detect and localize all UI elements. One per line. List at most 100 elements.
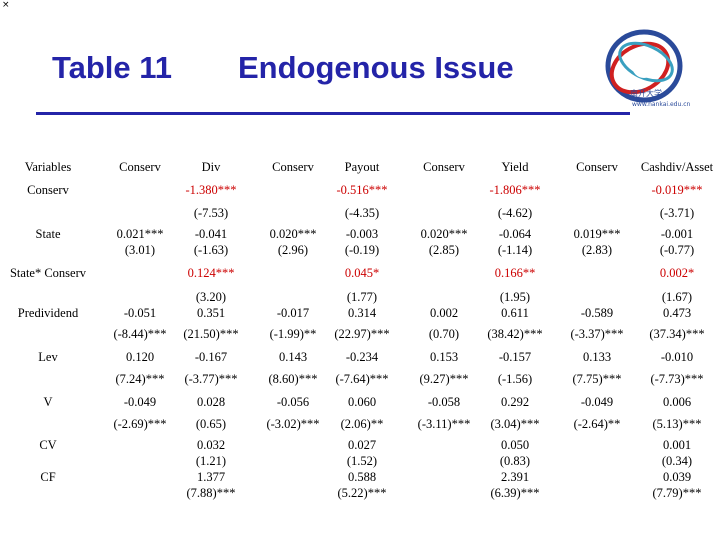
cell-c1-predividend-t: (-8.44)*** — [113, 327, 167, 341]
cell-payout-lev-t: (-7.64)*** — [335, 372, 389, 386]
logo-english-text: www.nankai.edu.cn — [632, 101, 691, 108]
cell-yield-cf-coef: 2.391 — [500, 470, 530, 484]
cell-yield-lev-t: (-1.56) — [497, 372, 533, 386]
cell-c1-state-coef: 0.021*** — [116, 227, 164, 241]
cell-c5-predividend-coef: 0.002 — [429, 306, 459, 320]
cell-c7-lev-coef: 0.133 — [582, 350, 612, 364]
cell-cashdiv-conserv-coef: -0.019*** — [651, 183, 703, 197]
cell-cashdiv-predividend-t: (37.34)*** — [649, 327, 705, 341]
cell-c1-lev-coef: 0.120 — [125, 350, 155, 364]
cell-cashdiv-v-coef: 0.006 — [662, 395, 692, 409]
cell-c1-v-coef: -0.049 — [123, 395, 157, 409]
cell-c7-state-coef: 0.019*** — [573, 227, 621, 241]
cell-yield-conserv-coef: -1.806*** — [489, 183, 541, 197]
cell-payout-stateconserv-coef: 0.045* — [344, 266, 380, 280]
header-conserv-4: Conserv — [576, 160, 618, 174]
cell-div-lev-coef: -0.167 — [194, 350, 228, 364]
cell-c3-predividend-coef: -0.017 — [276, 306, 310, 320]
cell-cashdiv-cf-t: (7.79)*** — [652, 486, 702, 500]
cell-cashdiv-cv-t: (0.34) — [661, 454, 693, 468]
row-label-cf: CF — [40, 470, 56, 484]
cell-yield-conserv-t: (-4.62) — [497, 206, 533, 220]
corner-mark: × — [2, 0, 10, 10]
cell-payout-predividend-coef: 0.314 — [347, 306, 377, 320]
cell-c7-state-t: (2.83) — [581, 243, 613, 257]
cell-yield-lev-coef: -0.157 — [498, 350, 532, 364]
cell-yield-cf-t: (6.39)*** — [490, 486, 540, 500]
cell-c1-lev-t: (7.24)*** — [115, 372, 165, 386]
cell-c5-predividend-t: (0.70) — [428, 327, 460, 341]
cell-payout-state-t: (-0.19) — [344, 243, 380, 257]
cell-payout-state-coef: -0.003 — [345, 227, 379, 241]
cell-payout-v-coef: 0.060 — [347, 395, 377, 409]
cell-payout-stateconserv-t: (1.77) — [346, 290, 378, 304]
cell-c3-v-coef: -0.056 — [276, 395, 310, 409]
cell-div-lev-t: (-3.77)*** — [184, 372, 238, 386]
cell-yield-state-t: (-1.14) — [497, 243, 533, 257]
cell-c7-predividend-t: (-3.37)*** — [570, 327, 624, 341]
cell-div-conserv-t: (-7.53) — [193, 206, 229, 220]
cell-payout-cv-coef: 0.027 — [347, 438, 377, 452]
cell-c3-v-t: (-3.02)*** — [266, 417, 320, 431]
cell-cashdiv-cf-coef: 0.039 — [662, 470, 692, 484]
row-label-cv: CV — [39, 438, 57, 452]
cell-div-cf-coef: 1.377 — [196, 470, 226, 484]
cell-div-state-coef: -0.041 — [194, 227, 228, 241]
header-payout: Payout — [344, 160, 380, 174]
cell-c1-predividend-coef: -0.051 — [123, 306, 157, 320]
cell-c1-state-t: (3.01) — [124, 243, 156, 257]
header-yield: Yield — [501, 160, 529, 174]
slide-title-topic: Endogenous Issue — [238, 50, 514, 85]
cell-yield-stateconserv-coef: 0.166** — [494, 266, 536, 280]
cell-div-v-coef: 0.028 — [196, 395, 226, 409]
cell-c5-v-t: (-3.11)*** — [417, 417, 471, 431]
header-conserv-1: Conserv — [119, 160, 161, 174]
cell-payout-conserv-t: (-4.35) — [344, 206, 380, 220]
cell-div-cv-coef: 0.032 — [196, 438, 226, 452]
cell-c5-state-coef: 0.020*** — [420, 227, 468, 241]
cell-payout-predividend-t: (22.97)*** — [334, 327, 390, 341]
cell-yield-predividend-coef: 0.611 — [501, 306, 529, 320]
cell-c7-predividend-coef: -0.589 — [580, 306, 614, 320]
cell-c7-v-coef: -0.049 — [580, 395, 614, 409]
cell-cashdiv-stateconserv-coef: 0.002* — [659, 266, 695, 280]
cell-cashdiv-lev-coef: -0.010 — [660, 350, 694, 364]
cell-div-stateconserv-t: (3.20) — [195, 290, 227, 304]
cell-cashdiv-cv-coef: 0.001 — [662, 438, 692, 452]
cell-c3-state-coef: 0.020*** — [269, 227, 317, 241]
row-label-state-conserv: State* Conserv — [9, 266, 87, 280]
cell-yield-stateconserv-t: (1.95) — [499, 290, 531, 304]
cell-yield-v-coef: 0.292 — [500, 395, 530, 409]
cell-div-v-t: (0.65) — [195, 417, 227, 431]
header-conserv-2: Conserv — [272, 160, 314, 174]
cell-cashdiv-lev-t: (-7.73)*** — [650, 372, 704, 386]
cell-cashdiv-stateconserv-t: (1.67) — [661, 290, 693, 304]
cell-cashdiv-predividend-coef: 0.473 — [662, 306, 692, 320]
cell-c7-v-t: (-2.64)** — [573, 417, 621, 431]
header-conserv-3: Conserv — [423, 160, 465, 174]
header-div: Div — [201, 160, 221, 174]
row-label-predividend: Predividend — [17, 306, 79, 320]
cell-payout-conserv-coef: -0.516*** — [336, 183, 388, 197]
logo-chinese-text: 南开大学 — [630, 89, 662, 98]
header-cashdiv-asset: Cashdiv/Asset — [640, 160, 714, 174]
cell-payout-cv-t: (1.52) — [346, 454, 378, 468]
cell-payout-cf-t: (5.22)*** — [337, 486, 387, 500]
university-logo — [605, 29, 683, 103]
row-label-state: State — [35, 227, 61, 241]
cell-c3-lev-t: (8.60)*** — [268, 372, 318, 386]
cell-c1-v-t: (-2.69)*** — [113, 417, 167, 431]
cell-c5-lev-coef: 0.153 — [429, 350, 459, 364]
header-variables: Variables — [24, 160, 72, 174]
cell-div-predividend-coef: 0.351 — [196, 306, 226, 320]
cell-c3-state-t: (2.96) — [277, 243, 309, 257]
row-label-lev: Lev — [38, 350, 58, 364]
row-label-conserv: Conserv — [27, 183, 69, 197]
cell-yield-v-t: (3.04)*** — [490, 417, 540, 431]
cell-yield-predividend-t: (38.42)*** — [487, 327, 543, 341]
title-underline — [36, 112, 630, 115]
cell-div-predividend-t: (21.50)*** — [183, 327, 239, 341]
cell-payout-cf-coef: 0.588 — [347, 470, 377, 484]
cell-div-cv-t: (1.21) — [195, 454, 227, 468]
slide-title-table-number: Table 11 — [52, 50, 173, 85]
